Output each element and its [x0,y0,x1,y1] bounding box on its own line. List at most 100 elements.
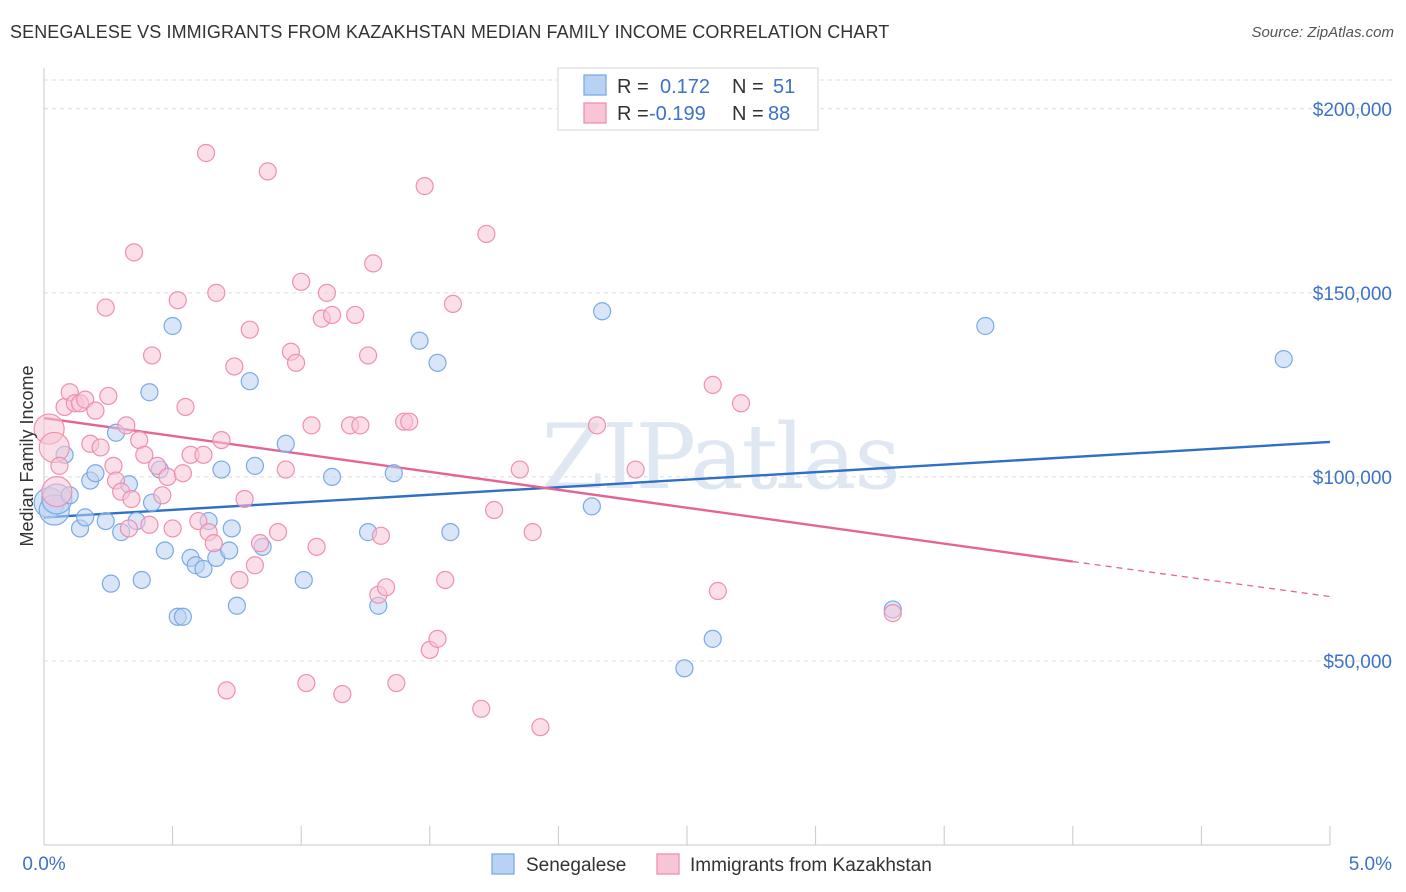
point-senegalese [140,383,159,402]
bottom-legend-kazakhstan: Immigrants from Kazakhstan [690,855,932,876]
point-kazakhstan [523,523,542,542]
point-kazakhstan [204,534,223,553]
legend-r-value: -0.199 [649,103,706,125]
point-senegalese [76,508,95,527]
point-kazakhstan [510,460,529,479]
point-kazakhstan [333,684,352,704]
point-kazakhstan [41,476,73,508]
point-senegalese [96,511,115,531]
point-kazakhstan [346,305,365,325]
point-senegalese [227,596,246,615]
point-kazakhstan [364,254,383,273]
point-kazakhstan [140,515,159,534]
point-kazakhstan [317,283,337,302]
legend-r-label: R = [617,103,649,125]
point-kazakhstan [587,416,607,435]
y-tick-labels: $50,000 $100,000 $150,000 $200,000 [1313,100,1392,673]
point-kazakhstan [99,386,118,406]
point-kazakhstan [217,681,236,700]
y-tick-label: $50,000 [1323,652,1392,673]
point-senegalese [245,456,265,475]
point-kazakhstan [230,570,249,590]
point-kazakhstan [883,603,902,623]
point-senegalese [276,434,295,453]
point-senegalese [194,559,213,579]
point-kazakhstan [258,162,277,181]
point-kazakhstan [173,464,192,483]
point-senegalese [703,629,722,648]
legend-swatch-kazakhstan [583,102,607,124]
y-tick-label: $200,000 [1313,100,1392,121]
point-kazakhstan [358,346,378,365]
point-kazakhstan [322,305,342,325]
point-kazakhstan [163,519,182,538]
y-axis-title: Median Family Income [17,365,37,546]
point-kazakhstan [235,489,254,509]
point-kazakhstan [96,298,115,317]
point-kazakhstan [225,357,244,376]
x-tick-labels: 0.0% 5.0% [22,854,1392,875]
point-senegalese [132,570,151,590]
point-kazakhstan [443,294,463,313]
point-senegalese [675,659,694,678]
x-tick-label: 5.0% [1349,854,1392,875]
point-kazakhstan [268,523,288,542]
bottom-legend-swatch-senegalese [491,853,515,875]
point-kazakhstan [117,416,136,435]
point-kazakhstan [207,283,226,302]
point-kazakhstan [38,431,70,464]
point-kazakhstan [292,272,311,291]
point-kazakhstan [472,699,491,718]
point-senegalese [410,331,429,350]
point-senegalese [441,523,460,542]
point-senegalese [240,372,259,391]
point-senegalese [322,467,342,487]
point-kazakhstan [436,570,455,590]
bottom-legend: Senegalese Immigrants from Kazakhstan [491,853,932,876]
point-kazakhstan [142,346,162,365]
point-kazakhstan [168,291,187,310]
legend-r-value: 0.172 [660,76,710,98]
point-senegalese [155,541,174,560]
point-senegalese [384,464,403,483]
point-kazakhstan [119,519,138,538]
legend-n-label: N = [732,103,764,125]
data-points [33,143,1293,737]
gridlines [44,79,1395,662]
point-kazakhstan [104,456,123,475]
point-senegalese [222,519,241,538]
point-senegalese [582,497,601,516]
point-senegalese [86,464,105,483]
point-kazakhstan [302,416,321,435]
point-kazakhstan [176,397,195,417]
point-kazakhstan [376,578,396,597]
point-senegalese [173,607,192,626]
bottom-legend-swatch-kazakhstan [656,853,680,875]
point-kazakhstan [307,537,326,556]
point-kazakhstan [158,467,177,487]
point-kazakhstan [703,375,722,394]
legend-box: R = 0.172 N = 51 R = -0.199 N = 88 [557,67,819,131]
point-senegalese [220,541,239,560]
point-kazakhstan [135,445,154,464]
point-senegalese [163,316,182,336]
point-kazakhstan [196,143,216,163]
point-senegalese [428,353,447,372]
trend-line-senegalese [43,440,1331,519]
point-kazakhstan [485,500,504,520]
point-senegalese [101,574,120,593]
point-kazakhstan [50,456,69,475]
point-kazakhstan [124,243,144,262]
point-kazakhstan [351,416,370,435]
point-kazakhstan [250,534,270,553]
point-kazakhstan [415,177,434,196]
point-kazakhstan [626,460,645,479]
point-kazakhstan [531,718,550,737]
point-senegalese [212,460,231,479]
point-kazakhstan [276,460,295,479]
point-kazakhstan [212,430,231,450]
point-kazakhstan [371,526,391,545]
legend-n-label: N = [732,76,764,98]
point-kazakhstan [708,581,727,601]
